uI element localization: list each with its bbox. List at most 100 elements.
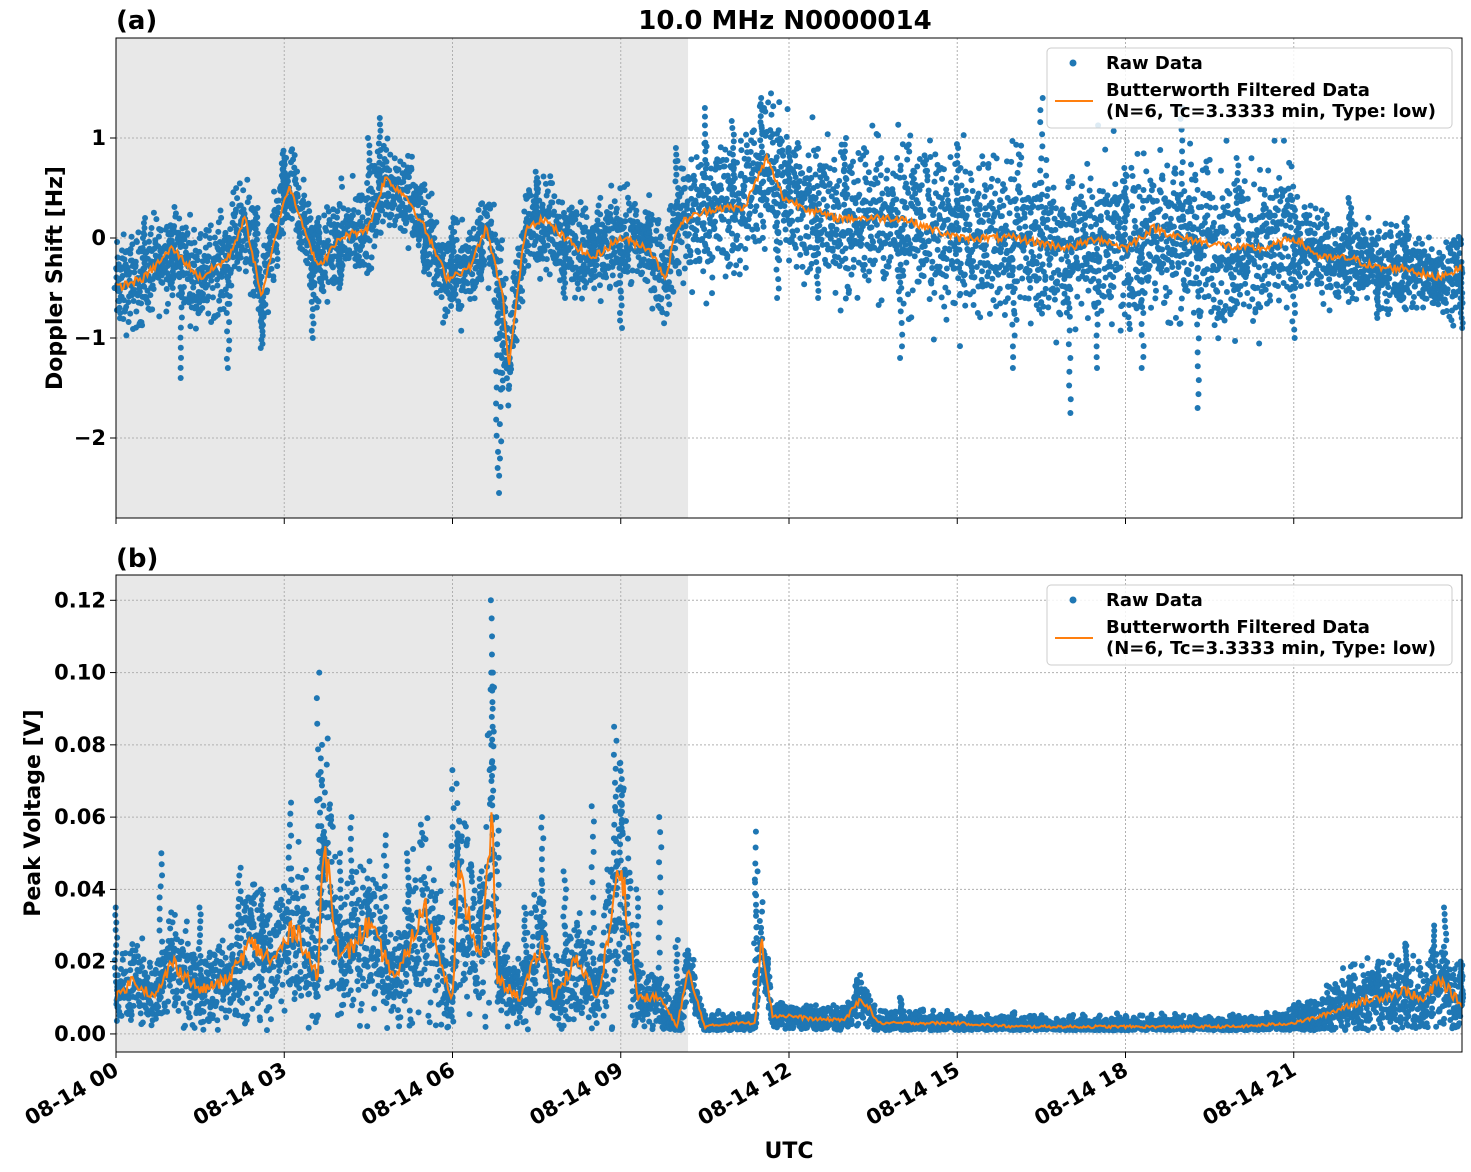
raw-data-point bbox=[150, 286, 157, 293]
raw-data-point bbox=[1306, 212, 1313, 219]
raw-data-point bbox=[1039, 261, 1046, 268]
raw-data-point bbox=[909, 287, 916, 294]
raw-data-point bbox=[1184, 287, 1191, 294]
raw-data-point bbox=[1400, 294, 1407, 301]
raw-data-point bbox=[1210, 282, 1217, 289]
raw-data-point bbox=[1271, 251, 1278, 258]
raw-data-point bbox=[323, 227, 330, 234]
raw-data-point bbox=[1368, 247, 1375, 254]
raw-data-point bbox=[943, 256, 950, 263]
raw-data-point bbox=[1143, 168, 1150, 175]
raw-data-point bbox=[128, 233, 135, 240]
raw-data-point bbox=[625, 194, 632, 201]
raw-data-point bbox=[280, 147, 287, 154]
raw-data-point bbox=[910, 175, 917, 182]
raw-data-point bbox=[972, 242, 979, 249]
raw-data-point bbox=[120, 315, 127, 322]
raw-data-point bbox=[760, 223, 767, 230]
raw-data-point bbox=[874, 179, 881, 186]
raw-data-point bbox=[930, 336, 937, 343]
raw-data-point bbox=[1317, 221, 1324, 228]
raw-data-point bbox=[981, 193, 988, 200]
raw-data-point bbox=[842, 245, 849, 252]
raw-data-point bbox=[826, 180, 833, 187]
raw-data-point bbox=[1219, 195, 1226, 202]
raw-data-point bbox=[989, 275, 996, 282]
raw-data-point bbox=[963, 212, 970, 219]
raw-data-point bbox=[1364, 294, 1371, 301]
raw-data-point bbox=[868, 224, 875, 231]
raw-data-point bbox=[931, 289, 938, 296]
raw-data-point bbox=[943, 265, 950, 272]
raw-data-point bbox=[1087, 223, 1094, 230]
raw-data-point bbox=[1019, 275, 1026, 282]
raw-data-point bbox=[678, 239, 685, 246]
raw-data-point bbox=[1271, 212, 1278, 219]
raw-data-point bbox=[931, 178, 938, 185]
raw-data-point bbox=[834, 182, 841, 189]
raw-data-point bbox=[928, 277, 935, 284]
raw-data-point bbox=[1002, 241, 1009, 248]
raw-data-point bbox=[649, 305, 656, 312]
raw-data-point bbox=[957, 260, 964, 267]
raw-data-point bbox=[1112, 181, 1119, 188]
raw-data-point bbox=[1045, 304, 1052, 311]
raw-data-point bbox=[984, 211, 991, 218]
raw-data-point bbox=[1047, 255, 1054, 262]
raw-data-point bbox=[519, 287, 526, 294]
raw-data-point bbox=[1301, 269, 1308, 276]
raw-data-point bbox=[854, 294, 861, 301]
raw-data-point bbox=[744, 235, 751, 242]
raw-data-point bbox=[727, 261, 734, 268]
raw-data-point bbox=[1162, 212, 1169, 219]
raw-data-point bbox=[1125, 314, 1132, 321]
raw-data-point bbox=[1339, 246, 1346, 253]
raw-data-point bbox=[415, 242, 422, 249]
raw-data-point bbox=[1290, 183, 1297, 190]
raw-data-point bbox=[1187, 140, 1194, 147]
raw-data-point bbox=[199, 290, 206, 297]
raw-data-point bbox=[498, 245, 505, 252]
raw-data-point bbox=[1016, 189, 1023, 196]
raw-data-point bbox=[1015, 183, 1022, 190]
raw-data-point bbox=[275, 197, 282, 204]
raw-data-point bbox=[191, 226, 198, 233]
raw-data-point bbox=[1244, 195, 1251, 202]
raw-data-point bbox=[1297, 230, 1304, 237]
raw-data-point bbox=[471, 295, 478, 302]
raw-data-point bbox=[970, 302, 977, 309]
raw-data-point bbox=[575, 286, 582, 293]
raw-data-point bbox=[883, 175, 890, 182]
raw-data-point bbox=[792, 152, 799, 159]
raw-data-point bbox=[860, 266, 867, 273]
raw-data-point bbox=[1170, 223, 1177, 230]
raw-data-point bbox=[688, 156, 695, 163]
raw-data-point bbox=[136, 288, 143, 295]
raw-data-point bbox=[736, 271, 743, 278]
raw-data-point bbox=[787, 208, 794, 215]
raw-data-point bbox=[992, 190, 999, 197]
raw-data-point bbox=[949, 259, 956, 266]
raw-data-point bbox=[622, 218, 629, 225]
raw-data-point bbox=[320, 288, 327, 295]
raw-data-point bbox=[292, 175, 299, 182]
raw-data-point bbox=[1013, 205, 1020, 212]
raw-data-point bbox=[502, 275, 509, 282]
raw-data-point bbox=[1033, 260, 1040, 267]
raw-data-point bbox=[116, 304, 123, 311]
raw-data-point bbox=[1163, 266, 1170, 273]
raw-data-point bbox=[861, 261, 868, 268]
raw-data-point bbox=[459, 216, 466, 223]
raw-data-point bbox=[1383, 298, 1390, 305]
raw-data-point bbox=[205, 310, 212, 317]
raw-data-point bbox=[1296, 264, 1303, 271]
raw-data-point bbox=[220, 306, 227, 313]
raw-data-point bbox=[1054, 278, 1061, 285]
raw-data-point bbox=[546, 271, 553, 278]
raw-data-point bbox=[1003, 266, 1010, 273]
raw-data-point bbox=[897, 279, 904, 286]
raw-data-point bbox=[960, 132, 967, 139]
raw-data-point bbox=[901, 174, 908, 181]
raw-data-point bbox=[427, 212, 434, 219]
raw-data-point bbox=[155, 233, 162, 240]
